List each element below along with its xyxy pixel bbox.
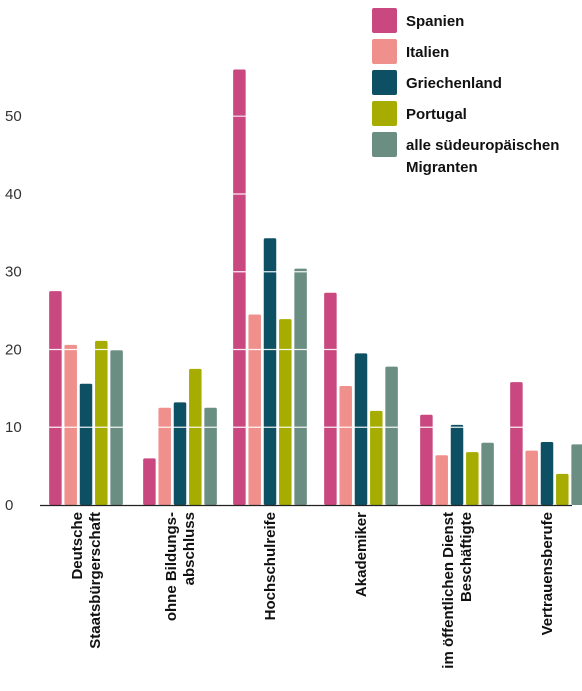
bar-portugal-3	[370, 410, 383, 505]
legend-label: Griechenland	[406, 75, 502, 92]
bar-spanien-5	[510, 382, 523, 505]
y-axis-ticks: 0 10 20 30 40 50	[5, 108, 22, 514]
legend-swatch	[372, 39, 397, 64]
x-category-label: ohne Bildungs-	[163, 512, 180, 621]
bar-italien-5	[525, 450, 538, 505]
y-tick-label: 20	[5, 341, 22, 358]
bar-griechenland-4	[450, 424, 464, 505]
legend-label: Italien	[406, 44, 449, 61]
legend-swatch	[372, 8, 397, 33]
bar-spanien-3	[324, 292, 337, 505]
legend-label: Spanien	[406, 13, 464, 30]
legend: Spanien Italien Griechenland Portugal alle s…	[372, 8, 559, 176]
bar-griechenland-5	[540, 442, 554, 505]
x-category-label: Beschäftigte	[458, 512, 475, 602]
bar-alle-südeuropäischen-migranten-3	[385, 366, 398, 505]
bar-alle-südeuropäischen-migranten-1	[204, 407, 217, 505]
y-tick-label: 30	[5, 264, 22, 281]
bar-italien-2	[248, 314, 261, 505]
bar-spanien-4	[420, 414, 433, 505]
y-tick-label: 10	[5, 419, 22, 436]
legend-swatch	[372, 132, 397, 157]
x-category-label: Staatsbürgerschaft	[87, 512, 104, 649]
y-tick-label: 50	[5, 108, 22, 125]
bars	[49, 69, 582, 505]
legend-swatch	[372, 101, 397, 126]
bar-portugal-2	[279, 319, 292, 505]
bar-portugal-0	[95, 340, 108, 505]
bar-portugal-5	[556, 473, 569, 505]
bar-portugal-4	[466, 452, 479, 505]
x-category-label: Akademiker	[353, 512, 370, 597]
bar-italien-4	[435, 455, 448, 505]
x-axis-category-labels: Deutsche Staatsbürgerschaft ohne Bildungs-…	[69, 512, 556, 669]
x-category-label: im öffentlichen Dienst	[440, 512, 457, 669]
legend-label: Migranten	[406, 159, 478, 176]
x-category-label: Hochschulreife	[262, 512, 279, 620]
bar-alle-südeuropäischen-migranten-5	[571, 444, 582, 505]
bar-italien-0	[64, 344, 77, 505]
legend-label: Portugal	[406, 106, 467, 123]
y-tick-label: 0	[5, 497, 13, 514]
legend-swatch	[372, 70, 397, 95]
bar-italien-3	[339, 386, 352, 505]
overlay-gridlines	[45, 115, 572, 428]
bar-spanien-1	[143, 458, 156, 505]
x-category-label: Vertrauensberufe	[539, 512, 556, 635]
bar-italien-1	[158, 407, 171, 505]
bar-alle-südeuropäischen-migranten-2	[294, 268, 307, 505]
legend-label: alle südeuropäischen	[406, 137, 559, 154]
bar-griechenland-1	[173, 402, 187, 505]
bar-alle-südeuropäischen-migranten-4	[481, 442, 494, 505]
bar-griechenland-0	[79, 383, 93, 505]
x-category-label: Deutsche	[69, 512, 86, 580]
bar-griechenland-3	[354, 353, 368, 505]
bar-spanien-2	[233, 69, 246, 505]
x-category-label: abschluss	[181, 512, 198, 585]
bar-spanien-0	[49, 291, 62, 505]
bar-portugal-1	[189, 368, 202, 505]
bar-griechenland-2	[263, 238, 277, 505]
y-tick-label: 40	[5, 186, 22, 203]
